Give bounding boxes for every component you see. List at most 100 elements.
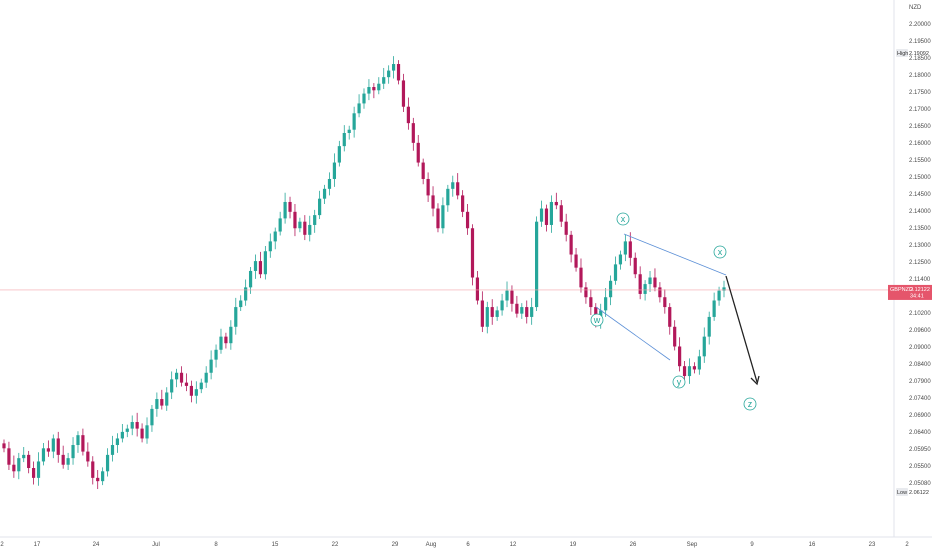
candle xyxy=(692,362,697,374)
candle xyxy=(608,275,613,306)
candle xyxy=(105,448,110,477)
svg-text:GBPNZD: GBPNZD xyxy=(890,287,913,293)
wave-label[interactable]: x xyxy=(713,245,727,259)
candle xyxy=(258,251,263,279)
candle xyxy=(554,192,558,210)
y-tick-label: 2.10200 xyxy=(909,311,931,317)
candle xyxy=(530,297,534,325)
candle xyxy=(357,94,361,118)
candle xyxy=(584,282,588,304)
candle xyxy=(81,428,85,456)
x-tick-label: 12 xyxy=(510,542,517,548)
wave-label[interactable]: w xyxy=(590,313,604,327)
candle xyxy=(653,268,657,292)
candle xyxy=(2,439,6,453)
candle xyxy=(278,211,282,236)
time-axis[interactable]: 2 17 24 Jul 8 15 22 29 Aug 6 12 19 26 Sep 9 16 23 2 xyxy=(0,542,909,548)
candle xyxy=(421,158,425,185)
svg-text:y: y xyxy=(677,377,682,387)
candle xyxy=(130,415,134,436)
x-tick-label: 22 xyxy=(332,542,339,548)
y-tick-label: 2.17000 xyxy=(909,107,931,113)
candle xyxy=(194,381,198,404)
candle xyxy=(229,320,233,350)
arrow-head-icon xyxy=(750,375,760,386)
candle xyxy=(505,281,509,308)
y-tick-label: 2.19500 xyxy=(909,39,931,45)
x-tick-label: 19 xyxy=(570,542,577,548)
x-tick-label: 8 xyxy=(214,542,218,548)
candle xyxy=(426,172,430,202)
currency-label: NZD xyxy=(909,5,922,11)
y-tick-label: 2.05080 xyxy=(909,481,931,487)
candle xyxy=(456,173,460,200)
candle xyxy=(559,200,563,227)
y-tick-label: 2.07900 xyxy=(909,379,931,385)
candle xyxy=(56,431,60,463)
candle xyxy=(140,423,144,443)
candle xyxy=(628,232,632,266)
candle xyxy=(61,445,65,469)
grid xyxy=(0,0,932,538)
x-tick-label: 6 xyxy=(466,542,470,548)
upper-trendline[interactable] xyxy=(623,233,727,276)
candle xyxy=(539,200,544,227)
candle xyxy=(150,404,154,432)
candle xyxy=(244,279,248,306)
candle xyxy=(549,195,553,233)
candle xyxy=(145,417,149,444)
svg-text:z: z xyxy=(748,399,753,409)
y-tick-label: 2.05950 xyxy=(909,447,931,453)
candle xyxy=(253,254,258,279)
candle xyxy=(604,288,608,317)
y-tick-label: 2.14500 xyxy=(909,192,931,198)
candle xyxy=(416,134,420,167)
candle xyxy=(535,216,539,312)
candle xyxy=(115,433,120,453)
candle xyxy=(431,186,435,217)
candle xyxy=(678,337,682,372)
candle xyxy=(308,215,312,242)
candle xyxy=(391,56,396,79)
candle xyxy=(303,215,307,241)
wave-label[interactable]: y xyxy=(672,375,686,389)
price-axis[interactable]: NZD 2.20000 2.19500 2.18500 2.18000 2.17500 2.… xyxy=(888,5,932,496)
candle xyxy=(702,327,706,363)
candle xyxy=(613,256,618,285)
y-tick-label: 2.14000 xyxy=(909,209,931,215)
candle xyxy=(332,153,337,187)
x-tick-label: Sep xyxy=(687,542,698,548)
candle xyxy=(401,73,406,112)
x-tick-label: 24 xyxy=(93,542,100,548)
candle xyxy=(155,392,159,417)
y-tick-label: 2.07400 xyxy=(909,396,931,402)
candle xyxy=(204,366,208,388)
y-tick-label: 2.15500 xyxy=(909,158,931,164)
candle xyxy=(648,270,652,292)
candle xyxy=(125,424,129,438)
svg-text:2.12122: 2.12122 xyxy=(910,287,930,293)
candle xyxy=(101,467,105,486)
wave-label[interactable]: z xyxy=(743,397,757,411)
candle xyxy=(485,301,489,334)
low-badge: Low 2.06122 xyxy=(896,488,929,496)
projection-arrow[interactable] xyxy=(725,275,758,383)
lower-trendline[interactable] xyxy=(595,306,671,361)
x-tick-label: 2 xyxy=(0,542,4,548)
candle xyxy=(396,60,401,85)
candle xyxy=(579,258,583,293)
svg-text:Low: Low xyxy=(897,490,907,496)
svg-text:High: High xyxy=(897,51,908,57)
x-tick-label: Aug xyxy=(426,542,437,548)
y-tick-label: 2.13500 xyxy=(909,226,931,232)
candle xyxy=(318,190,322,220)
candle xyxy=(461,190,465,218)
candle xyxy=(465,203,470,235)
candle xyxy=(179,366,184,387)
candle xyxy=(110,435,115,462)
wave-label[interactable]: x xyxy=(616,212,630,226)
svg-text:2.06122: 2.06122 xyxy=(909,490,929,496)
candle xyxy=(7,441,11,470)
